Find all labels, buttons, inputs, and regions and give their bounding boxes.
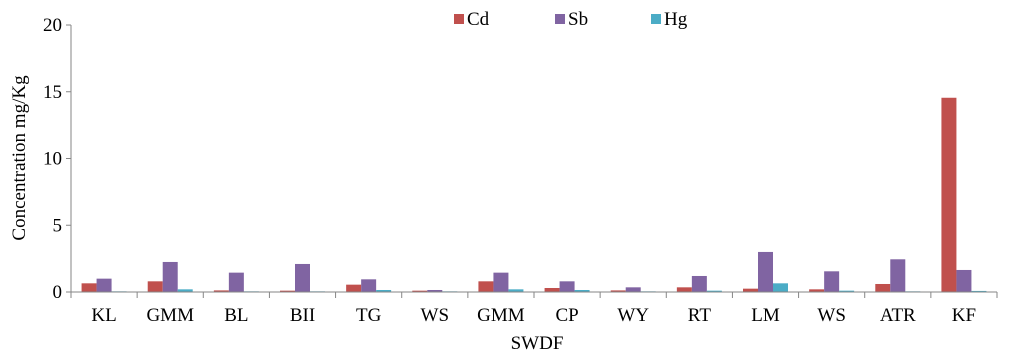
- y-tick-label: 20: [43, 15, 62, 36]
- bar-hg: [773, 283, 788, 292]
- x-tick-label: ATR: [880, 305, 916, 326]
- bar-sb: [493, 272, 509, 292]
- bar-cd: [875, 283, 891, 292]
- bar-hg: [376, 289, 392, 292]
- bar-hg: [177, 289, 193, 292]
- x-tick-label: WY: [617, 305, 649, 326]
- bar-sb: [890, 259, 906, 292]
- bar-cd: [809, 289, 825, 292]
- bar-cd: [412, 290, 428, 292]
- x-tick-label: TG: [356, 305, 382, 326]
- x-tick-label: CP: [555, 305, 578, 326]
- bar-cd: [478, 281, 494, 292]
- bar-sb: [758, 251, 773, 292]
- bar-cd: [544, 287, 560, 292]
- bar-hg: [706, 290, 722, 292]
- x-tick-label: WS: [421, 305, 450, 326]
- x-axis-title: SWDF: [511, 333, 564, 354]
- bar-cd: [81, 283, 97, 292]
- legend: Cd Sb Hg: [454, 9, 688, 30]
- bar-sb: [824, 271, 840, 292]
- x-tick-label: GMM: [146, 305, 194, 326]
- x-tick-label: LM: [751, 305, 780, 326]
- y-tick-label: 5: [53, 215, 63, 236]
- legend-label: Hg: [664, 9, 688, 30]
- bar-sb: [427, 289, 443, 292]
- legend-label: Sb: [568, 9, 588, 30]
- bar-sb: [295, 263, 310, 292]
- bar-sb: [162, 261, 178, 292]
- bar-sb: [361, 279, 377, 292]
- y-axis-title: Concentration mg/Kg: [9, 75, 30, 241]
- legend-label: Cd: [467, 9, 490, 30]
- x-tick-label: BL: [224, 305, 248, 326]
- axes: [70, 25, 997, 293]
- bar-sb: [956, 269, 972, 292]
- y-tick-label: 0: [53, 282, 63, 303]
- bar-hg: [508, 289, 524, 292]
- bar-cd: [676, 287, 692, 292]
- x-tick-label: RT: [688, 305, 712, 326]
- bar-cd: [743, 288, 758, 292]
- bar-sb: [625, 287, 641, 292]
- bar-sb: [691, 275, 707, 292]
- bars: [81, 97, 987, 292]
- legend-item-hg: Hg: [651, 9, 688, 30]
- bar-hg: [971, 290, 987, 292]
- bar-cd: [213, 290, 229, 292]
- bar-cd: [941, 97, 957, 292]
- x-tick-label: GMM: [477, 305, 525, 326]
- legend-item-sb: Sb: [555, 9, 588, 30]
- y-ticks: 0 5 10 15 20: [43, 15, 71, 303]
- bar-cd: [280, 290, 295, 292]
- x-tick-label: KL: [91, 305, 116, 326]
- x-tick-label: KF: [952, 305, 976, 326]
- bar-cd: [346, 284, 362, 292]
- bar-hg: [839, 290, 855, 292]
- legend-swatch: [651, 14, 661, 24]
- y-tick-label: 15: [43, 82, 62, 103]
- x-ticks: KL GMM BL BII TG WS GMM CP WY RT LM WS ATR KF: [70, 292, 998, 326]
- bar-sb: [228, 272, 244, 292]
- y-tick-label: 10: [43, 149, 62, 170]
- bar-hg: [574, 289, 590, 292]
- legend-swatch: [454, 14, 464, 24]
- legend-item-cd: Cd: [454, 9, 490, 30]
- legend-swatch: [555, 14, 565, 24]
- x-tick-label: WS: [817, 305, 846, 326]
- bar-sb: [96, 278, 112, 292]
- bar-cd: [147, 281, 163, 292]
- x-tick-label: BII: [290, 305, 315, 326]
- bar-sb: [559, 281, 575, 292]
- bar-cd: [610, 290, 626, 292]
